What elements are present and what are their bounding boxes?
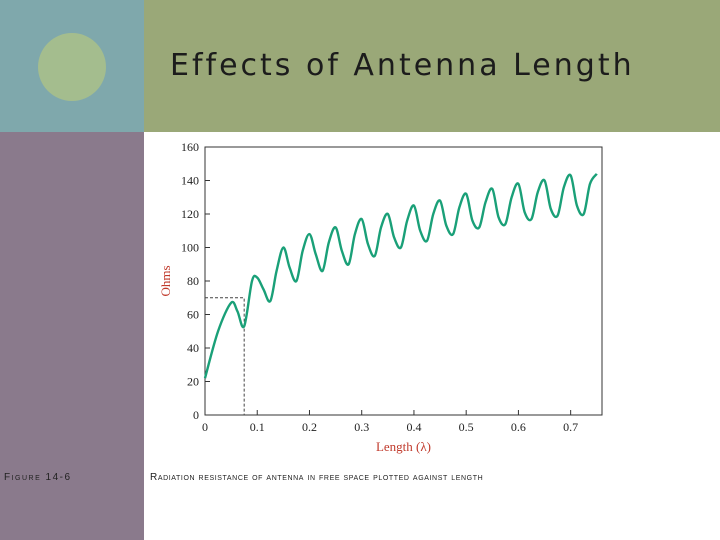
- x-tick-label: 0.3: [354, 420, 369, 434]
- radiation-resistance-chart: 0 0.1 0.2 0.3 0.4 0.5 0.6 0.7 0 20 40 60 80 100 120 140…: [158, 140, 603, 454]
- y-tick-label: 60: [187, 308, 199, 322]
- reference-dashed-line: [205, 297, 245, 415]
- y-tick-label: 20: [187, 375, 199, 389]
- y-tick-label: 0: [193, 408, 199, 422]
- y-tick-label: 80: [187, 274, 199, 288]
- y-tick-label: 40: [187, 341, 199, 355]
- x-tick-label: 0.2: [302, 420, 317, 434]
- plot-frame: [204, 146, 603, 416]
- x-tick-label: 0.1: [250, 420, 265, 434]
- x-tick-label: 0.6: [511, 420, 526, 434]
- mauve-side-block: [0, 132, 144, 540]
- x-tick-label: 0: [202, 420, 208, 434]
- resistance-curve: [203, 173, 598, 379]
- y-axis-label: Ohms: [158, 265, 173, 296]
- x-tick-label: 0.7: [563, 420, 578, 434]
- slide-title: Effects of Antenna Length: [170, 48, 635, 83]
- y-tick-label: 160: [181, 140, 199, 154]
- y-tick-label: 120: [181, 207, 199, 221]
- figure-caption: Radiation resistance of antenna in free …: [150, 472, 484, 483]
- olive-title-band: [144, 0, 720, 132]
- x-tick-label: 0.5: [459, 420, 474, 434]
- y-tick-label: 140: [181, 174, 199, 188]
- decorative-circle: [38, 33, 106, 101]
- y-tick-label: 100: [181, 241, 199, 255]
- x-tick-label: 0.4: [406, 420, 421, 434]
- x-axis-label: Length (λ): [376, 439, 431, 454]
- figure-label: Figure 14-6: [4, 472, 72, 483]
